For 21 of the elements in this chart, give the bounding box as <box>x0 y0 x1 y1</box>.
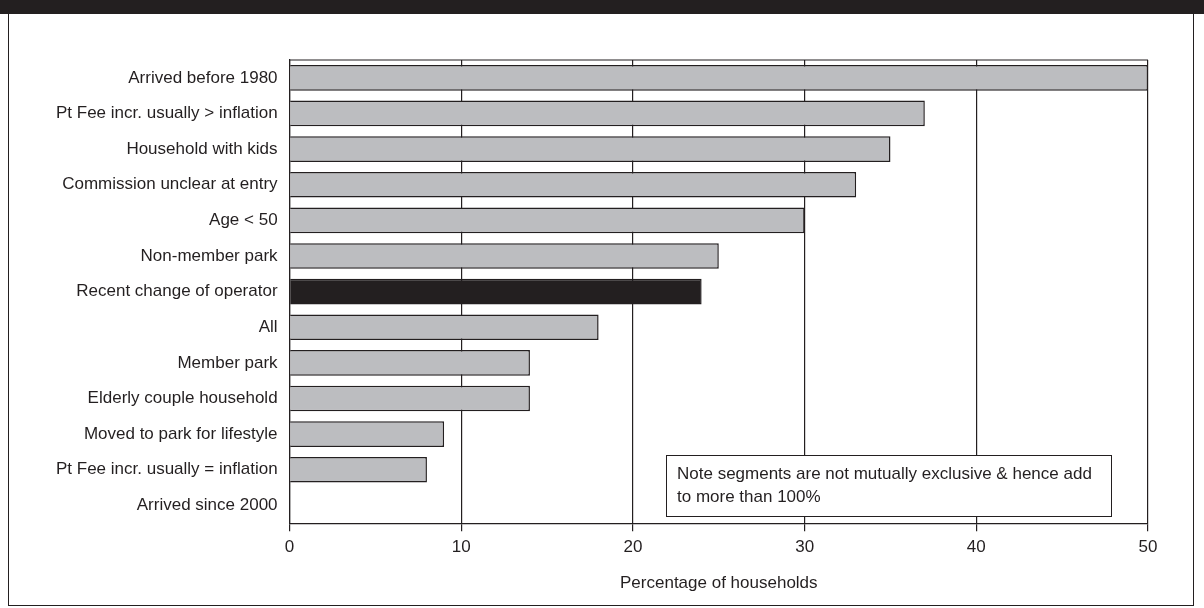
x-tick-label: 20 <box>623 537 643 557</box>
x-tick-label: 30 <box>795 537 815 557</box>
x-tick-label: 40 <box>966 537 986 557</box>
y-tick-label: Age < 50 <box>209 210 278 230</box>
y-tick-label: Recent change of operator <box>76 281 278 301</box>
y-tick-label: All <box>258 316 278 336</box>
x-tick-label: 10 <box>451 537 471 557</box>
x-tick-label: 0 <box>284 537 295 557</box>
annotation: Note segments are not mutually exclusive & hence add to more than 100% <box>666 455 1112 517</box>
y-tick-label: Member park <box>177 352 279 372</box>
y-tick-label: Moved to park for lifestyle <box>83 423 278 443</box>
x-tick-label: 50 <box>1138 537 1158 557</box>
y-tick-label: Commission unclear at entry <box>62 174 279 194</box>
y-tick-label: Non-member park <box>140 245 279 265</box>
y-tick-label: Pt Fee incr. usually > inflation <box>56 103 278 123</box>
y-tick-label: Arrived since 2000 <box>136 495 278 515</box>
x-axis-title: Percentage of households <box>620 573 818 593</box>
y-tick-label: Arrived before 1980 <box>128 67 278 87</box>
y-tick-label: Household with kids <box>126 138 278 158</box>
y-tick-label: Elderly couple household <box>87 388 278 408</box>
y-tick-label: Pt Fee incr. usually = inflation <box>56 459 278 479</box>
